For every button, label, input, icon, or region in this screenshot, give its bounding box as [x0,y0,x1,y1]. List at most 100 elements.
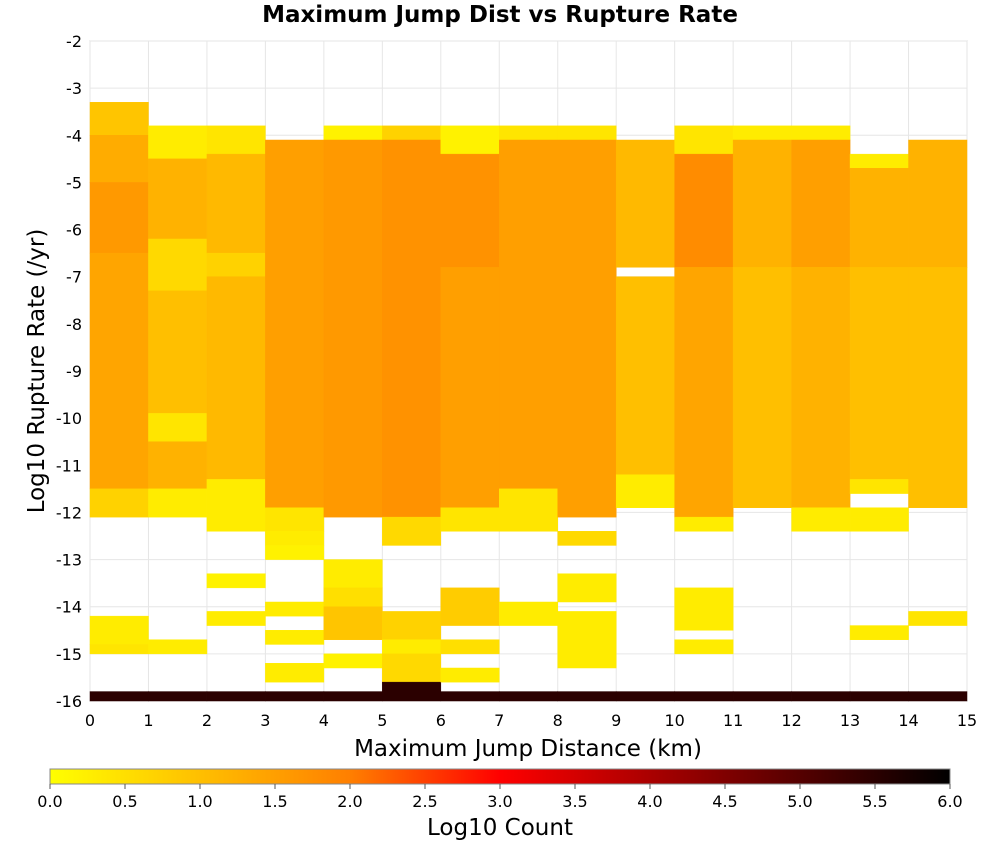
heatmap-cell [323,125,383,141]
heatmap-cell [440,507,500,532]
heatmap-cell [323,559,383,589]
heatmap-cell [89,252,149,490]
x-axis-label: Maximum Jump Distance (km) [354,736,702,762]
heatmap-cell [615,474,675,508]
heatmap-cell [206,573,266,589]
heatmap-cell [440,667,500,683]
heatmap-cell [674,267,734,518]
heatmap-cell [440,125,500,155]
y-tick-label: -3 [66,79,82,98]
heatmap-cell [791,691,851,702]
heatmap-cell [440,639,500,655]
colorbar-ticks: 0.0 0.5 1.0 1.5 2.0 2.5 3.0 3.5 4.0 4.5 5.0 5.5 6.0 [37,784,963,811]
heatmap-cell [615,139,675,268]
x-axis-ticks: 0 1 2 3 4 5 6 7 8 9 10 11 12 13 14 15 [85,711,977,730]
y-tick-label: -16 [56,692,82,711]
heatmap-cell [265,601,325,617]
heatmap-cell [732,125,792,141]
heatmap-cell [148,413,208,442]
heatmap-cell [791,139,851,268]
y-tick-label: -14 [56,598,82,617]
x-tick-label: 8 [553,711,563,730]
heatmap-cell [732,267,792,508]
heatmap-cell [440,691,500,702]
heatmap-cell [206,153,266,254]
heatmap-cell [791,125,851,141]
heatmap-cell [265,139,325,508]
colorbar [49,768,951,785]
y-tick-label: -10 [56,409,82,428]
x-tick-label: 5 [377,711,387,730]
heatmap-cell [557,139,617,518]
x-tick-label: 12 [781,711,801,730]
colorbar-tick-label: 0.5 [112,792,137,811]
x-tick-label: 2 [202,711,212,730]
heatmap-cell [382,516,442,546]
colorbar-tick-label: 5.0 [787,792,812,811]
colorbar-tick-label: 5.5 [862,792,887,811]
x-tick-label: 3 [260,711,270,730]
heatmap-cell [732,691,792,702]
heatmap-cell [89,182,149,254]
heatmap-cell [323,653,383,669]
heatmap-cell [265,507,325,532]
heatmap-cell [499,488,558,532]
heatmap-cell [148,290,208,414]
y-tick-label: -2 [66,32,82,51]
colorbar-tick-label: 1.5 [262,792,287,811]
heatmap-cell [674,691,734,702]
heatmap-cell [674,639,734,655]
heatmap-cell [849,153,909,169]
heatmap-cell [148,238,208,292]
x-tick-label: 14 [898,711,918,730]
heatmap-cell [148,441,208,490]
heatmap-cell [382,139,442,518]
heatmap-cell [849,625,909,640]
heatmap-cell [265,531,325,546]
heatmap-cell [89,691,149,702]
heatmap-cell [206,611,266,626]
heatmap-cell [206,276,266,480]
heatmap-cell [265,691,325,702]
x-tick-label: 13 [840,711,860,730]
y-tick-label: -15 [56,645,82,664]
heatmap-cell [908,691,968,702]
colorbar-tick-label: 4.5 [712,792,737,811]
y-tick-label: -9 [66,362,82,381]
heatmap-cell [440,587,500,626]
y-tick-label: -5 [66,173,82,192]
colorbar-tick-label: 2.0 [337,792,362,811]
x-tick-label: 10 [664,711,684,730]
y-tick-label: -13 [56,551,82,570]
heatmap-cell [265,663,325,683]
heatmap-cell [148,125,208,160]
heatmap-cell [323,587,383,607]
colorbar-label: Log10 Count [427,815,573,841]
heatmap-cell [557,611,617,669]
heatmap-cell [323,691,383,702]
heatmap-cell [382,125,442,141]
colorbar-tick-label: 2.5 [412,792,437,811]
chart-title: Maximum Jump Dist vs Rupture Rate [262,2,738,28]
y-tick-label: -11 [56,456,82,475]
y-axis-label: Log10 Rupture Rate (/yr) [24,229,50,514]
heatmap-cell [382,611,442,640]
heatmap-cell [732,139,792,268]
heatmap-cell [615,276,675,475]
heatmap-cell [499,125,558,141]
colorbar-tick-label: 3.0 [487,792,512,811]
y-tick-label: -8 [66,315,82,334]
heatmap-cell [674,153,734,268]
heatmap-cell [908,267,968,508]
heatmap-cell [89,644,149,655]
heatmap-cell [89,488,149,518]
x-tick-label: 1 [143,711,153,730]
heatmap-cell [557,531,617,546]
heatmap-cell [440,267,500,508]
colorbar-tick-label: 1.0 [187,792,212,811]
heatmap-cell [323,139,383,518]
heatmap-cell [849,507,909,518]
heatmap-cell [557,691,617,702]
heatmap-cell [499,601,558,626]
